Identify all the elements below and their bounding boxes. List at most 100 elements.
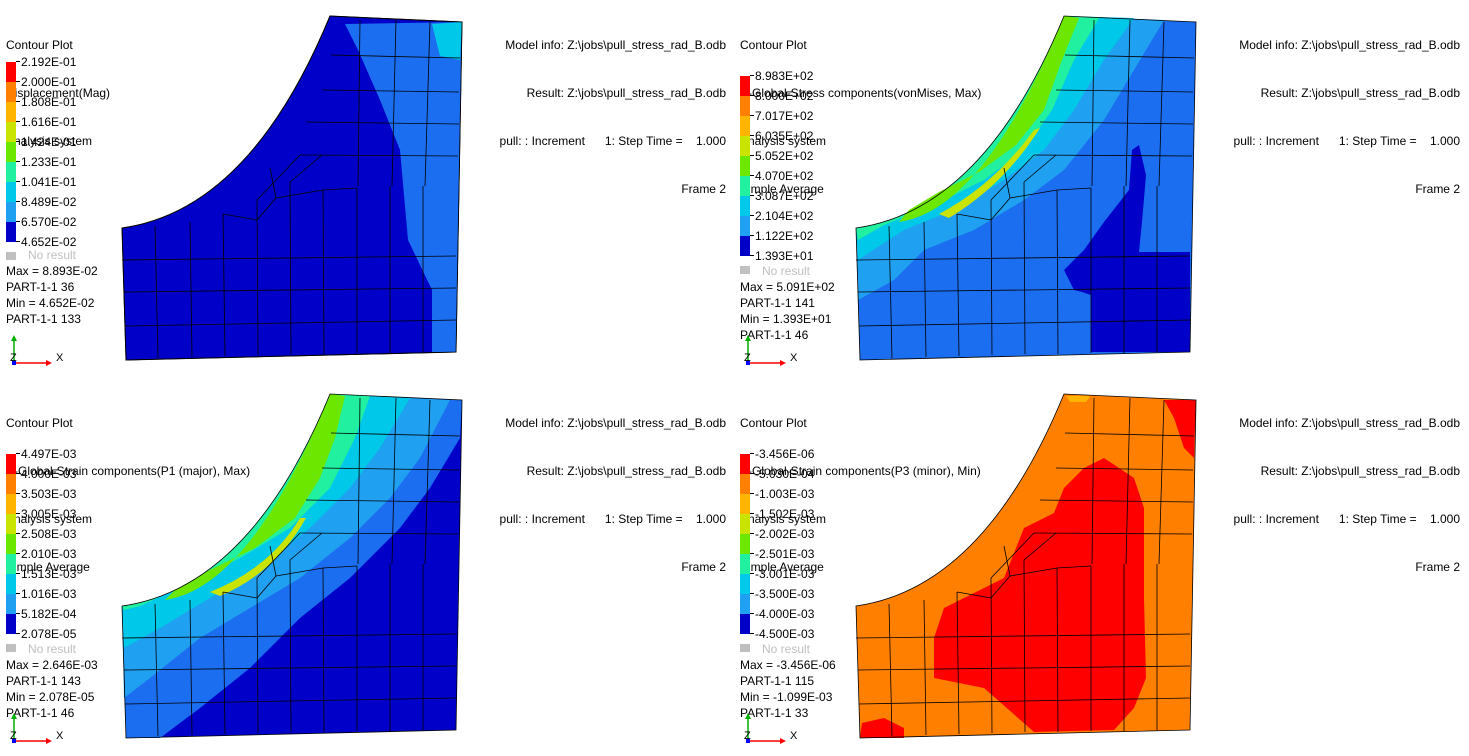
legend-swatch: [740, 76, 750, 96]
legend-swatch: [740, 534, 750, 554]
legend-value: 8.000E+02: [755, 89, 814, 103]
model-info: Model info: Z:\jobs\pull_stress_rad_B.od…: [500, 383, 726, 607]
no-result-swatch: [6, 252, 16, 260]
legend-swatch: [6, 534, 16, 554]
legend-swatch: [740, 116, 750, 136]
fe-mesh-contour[interactable]: [0, 0, 734, 378]
frame-line: Frame 2: [1415, 182, 1460, 196]
min-value: Min = 4.652E-02: [6, 296, 95, 310]
viewport-vonmises-stress[interactable]: Contour Plot S-Global-Stress components(…: [734, 0, 1468, 378]
legend-swatch: [740, 594, 750, 614]
viewport-strain-p3[interactable]: Contour Plot E-Global-Strain components(…: [734, 378, 1468, 756]
legend-value: 3.087E+02: [755, 189, 814, 203]
legend-value: 1.041E-01: [21, 175, 77, 189]
legend-value: -3.001E-03: [755, 567, 815, 581]
legend-swatch: [740, 574, 750, 594]
legend-swatch: [740, 494, 750, 514]
legend-swatch: [6, 202, 16, 222]
no-result-label: No result: [28, 248, 77, 262]
legend-value: 2.010E-03: [21, 547, 77, 561]
legend-value: 3.005E-03: [21, 507, 77, 521]
max-value: Max = -3.456E-06: [740, 658, 836, 672]
legend-swatch: [740, 216, 750, 236]
max-location: PART-1-1 115: [740, 674, 815, 688]
legend-swatch: [740, 614, 750, 634]
axis-z-label: Z: [10, 352, 17, 364]
header-line: E-Global-Strain components(P1 (major), M…: [6, 464, 251, 478]
legend-swatch: [6, 514, 16, 534]
legend-swatch: [740, 474, 750, 494]
header-line: S-Global-Stress components(vonMises, Max…: [740, 86, 982, 100]
legend-value: -4.000E-03: [755, 607, 815, 621]
legend-value: 6.035E+02: [755, 129, 814, 143]
header-line: E-Global-Strain components(P3 (minor), M…: [740, 464, 981, 478]
legend-swatch: [740, 454, 750, 474]
legend-swatch: [740, 136, 750, 156]
legend-swatch: [6, 122, 16, 142]
legend-value: 2.000E-01: [21, 75, 77, 89]
axis-triad-icon: Z X: [10, 713, 64, 744]
model-info-line: Model info: Z:\jobs\pull_stress_rad_B.od…: [1239, 416, 1460, 430]
legend-value: -2.501E-03: [755, 547, 815, 561]
legend-value: 1.393E+01: [755, 249, 814, 263]
plot-header: Contour Plot Displacement(Mag) Analysis …: [6, 5, 110, 181]
legend-swatch: [6, 142, 16, 162]
legend-swatch: [740, 196, 750, 216]
result-line: Result: Z:\jobs\pull_stress_rad_B.odb: [526, 86, 726, 100]
min-value: Min = -1.099E-03: [740, 690, 833, 704]
max-value: Max = 8.893E-02: [6, 264, 98, 278]
legend-swatch: [6, 454, 16, 474]
max-value: Max = 2.646E-03: [6, 658, 98, 672]
legend-value: -1.502E-03: [755, 507, 815, 521]
max-value: Max = 5.091E+02: [740, 280, 835, 294]
no-result-label: No result: [28, 642, 77, 656]
legend-swatch: [740, 156, 750, 176]
model-info-line: Model info: Z:\jobs\pull_stress_rad_B.od…: [1239, 38, 1460, 52]
header-line: Contour Plot: [6, 38, 73, 52]
legend-value: 6.570E-02: [21, 215, 77, 229]
axis-x-label: X: [56, 352, 64, 364]
model-info: Model info: Z:\jobs\pull_stress_rad_B.od…: [500, 5, 726, 229]
header-line: Contour Plot: [740, 38, 807, 52]
min-max-stats: Max = -3.456E-06 PART-1-1 115 Min = -1.0…: [740, 657, 836, 721]
legend-value: 3.503E-03: [21, 487, 77, 501]
viewport-strain-p1[interactable]: Contour Plot E-Global-Strain components(…: [0, 378, 734, 756]
no-result-swatch: [6, 644, 16, 652]
legend-value: 1.513E-03: [21, 567, 77, 581]
axis-z-label: Z: [744, 730, 751, 742]
legend-value: 4.652E-02: [21, 235, 77, 249]
legend-swatch: [6, 222, 16, 242]
frame-line: Frame 2: [681, 560, 726, 574]
axis-triad-icon: Z X: [744, 335, 798, 366]
legend-value: 2.192E-01: [21, 55, 77, 69]
legend-value: -1.003E-03: [755, 487, 815, 501]
legend-swatch: [740, 554, 750, 574]
fe-mesh-contour[interactable]: [734, 0, 1468, 378]
legend-swatch: [740, 176, 750, 196]
legend-value: 5.052E+02: [755, 149, 814, 163]
min-value: Min = 1.393E+01: [740, 312, 832, 326]
min-location: PART-1-1 46: [740, 328, 809, 342]
legend-value: 1.122E+02: [755, 229, 814, 243]
legend-value: -4.500E-03: [755, 627, 815, 641]
legend-value: -3.456E-06: [755, 447, 815, 461]
legend-value: 8.489E-02: [21, 195, 77, 209]
legend-value: -2.002E-03: [755, 527, 815, 541]
legend-swatch: [740, 514, 750, 534]
viewport-displacement[interactable]: Contour Plot Displacement(Mag) Analysis …: [0, 0, 734, 378]
step-line: pull: : Increment 1: Step Time = 1.000: [499, 134, 726, 148]
header-line: Analysis system: [6, 512, 93, 526]
legend-value: 1.016E-03: [21, 587, 77, 601]
legend-value: 7.017E+02: [755, 109, 814, 123]
max-location: PART-1-1 143: [6, 674, 81, 688]
model-info-line: Model info: Z:\jobs\pull_stress_rad_B.od…: [505, 416, 726, 430]
legend-value: 1.233E-01: [21, 155, 77, 169]
max-location: PART-1-1 141: [740, 296, 815, 310]
header-line: Analysis system: [6, 134, 93, 148]
legend-value: 4.070E+02: [755, 169, 814, 183]
fe-mesh-contour[interactable]: [0, 378, 734, 756]
header-line: Contour Plot: [6, 416, 73, 430]
axis-triad-icon: Z X: [10, 335, 64, 366]
fe-mesh-contour[interactable]: [734, 378, 1468, 756]
legend-swatch: [740, 236, 750, 256]
